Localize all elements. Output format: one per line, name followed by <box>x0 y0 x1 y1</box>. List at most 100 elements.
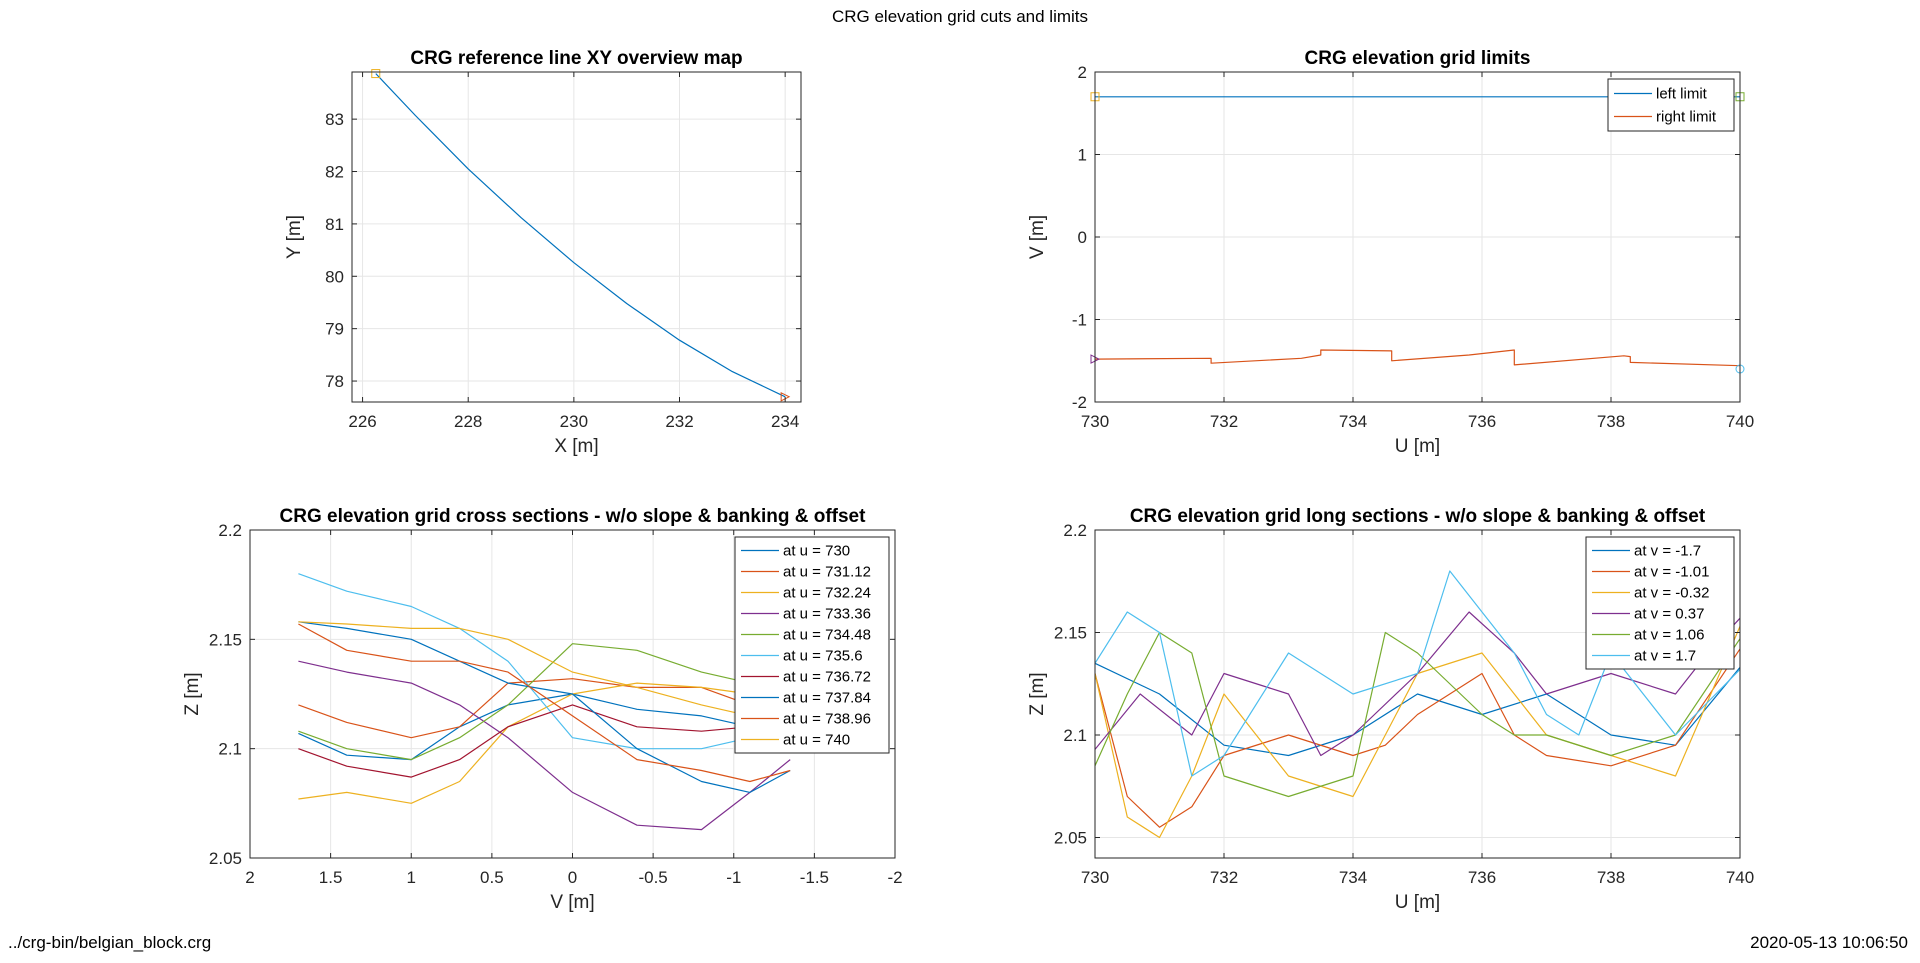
y-axis-label: Z [m] <box>182 672 203 715</box>
y-tick-label: 0 <box>1078 228 1087 247</box>
legend-entry: at u = 731.12 <box>783 564 871 581</box>
y-tick-label: 2.05 <box>1054 829 1087 848</box>
y-tick-label: 2.15 <box>209 630 242 649</box>
legend-entry: at v = 1.06 <box>1634 627 1704 644</box>
axes-box <box>351 71 802 403</box>
x-tick-label: 228 <box>454 412 482 431</box>
legend-entry: at v = 1.7 <box>1634 648 1696 665</box>
chart-title: CRG elevation grid long sections - w/o s… <box>1130 506 1706 527</box>
timestamp-label: 2020-05-13 10:06:50 <box>1750 933 1908 952</box>
legend-box <box>1585 536 1735 670</box>
legend-entry: at v = -0.32 <box>1634 585 1709 602</box>
y-tick-label: 2.2 <box>1063 521 1087 540</box>
y-tick-label: 83 <box>325 110 344 129</box>
y-axis-label: Y [m] <box>284 215 305 259</box>
x-tick-label: -0.5 <box>638 868 667 887</box>
y-tick-label: 2.15 <box>1054 624 1087 643</box>
x-tick-label: 1.5 <box>319 868 343 887</box>
plot-data <box>375 73 786 398</box>
series-line-6 <box>1095 570 1740 777</box>
x-tick-label: 234 <box>771 412 799 431</box>
legend: at u = 730 at u = 731.12 at u = 732.24 at u… <box>734 536 890 754</box>
y-tick-label: 79 <box>325 320 344 339</box>
series-line-5 <box>1095 631 1740 798</box>
x-axis-label: X [m] <box>554 436 598 457</box>
file-path-label: ../crg-bin/belgian_block.crg <box>8 933 212 952</box>
series-line-1 <box>375 73 786 398</box>
legend: at v = -1.7 at v = -1.01 at v = -0.32 at v … <box>1585 536 1735 670</box>
x-tick-label: -2 <box>887 868 902 887</box>
chart-title: CRG elevation grid limits <box>1305 48 1531 69</box>
x-tick-label: 730 <box>1081 412 1109 431</box>
x-tick-label: 732 <box>1210 868 1238 887</box>
y-tick-label: -1 <box>1072 311 1087 330</box>
x-axis-label: V [m] <box>550 892 594 913</box>
series-line-2 <box>1095 349 1740 367</box>
y-axis-label: Z [m] <box>1027 672 1048 715</box>
x-tick-label: 732 <box>1210 412 1238 431</box>
legend-entry: at u = 737.84 <box>783 690 871 707</box>
chart-3: 2 1.5 1 0.5 0 -0.5 -1 -1.5 -2 2.05 2.1 2.15 2.2 CRG e… <box>182 506 903 913</box>
legend-entry: at u = 735.6 <box>783 648 863 665</box>
x-axis-label: U [m] <box>1395 892 1440 913</box>
x-tick-label: 738 <box>1597 412 1625 431</box>
series-line-2 <box>1095 648 1740 828</box>
legend: left limit right limit <box>1607 78 1735 132</box>
x-tick-label: 734 <box>1339 868 1367 887</box>
series-line-1 <box>1095 662 1740 757</box>
x-tick-label: 730 <box>1081 868 1109 887</box>
y-axis-label: V [m] <box>1027 215 1048 259</box>
legend-entry: left limit <box>1656 86 1708 103</box>
x-tick-label: 2 <box>245 868 254 887</box>
legend-entry: at v = 0.37 <box>1634 606 1704 623</box>
chart-title: CRG reference line XY overview map <box>410 48 742 69</box>
plot-area <box>352 72 801 402</box>
legend-entry: at u = 734.48 <box>783 627 871 644</box>
series-line-3 <box>298 682 791 804</box>
x-tick-label: 740 <box>1726 412 1754 431</box>
axes-box <box>1094 529 1741 859</box>
x-tick-label: 232 <box>665 412 693 431</box>
y-tick-label: 2 <box>1078 63 1087 82</box>
x-tick-label: 734 <box>1339 412 1367 431</box>
x-tick-label: 226 <box>348 412 376 431</box>
endpoint-marker-1 <box>371 69 381 79</box>
plot-data <box>1095 570 1740 839</box>
legend-entry: at u = 740 <box>783 732 850 749</box>
series-line-4 <box>298 660 791 831</box>
legend-entry: at u = 732.24 <box>783 585 871 602</box>
series-line-7 <box>298 704 791 778</box>
x-tick-label: 0.5 <box>480 868 504 887</box>
y-tick-label: 2.2 <box>218 521 242 540</box>
legend-entry: at u = 733.36 <box>783 606 871 623</box>
x-tick-label: 0 <box>568 868 577 887</box>
legend-entry: right limit <box>1656 109 1717 126</box>
series-line-2 <box>298 678 791 739</box>
legend-entry: at u = 738.96 <box>783 711 871 728</box>
series-line-10 <box>298 621 791 717</box>
series-line-5 <box>298 643 791 761</box>
x-axis-label: U [m] <box>1395 436 1440 457</box>
y-tick-label: -2 <box>1072 393 1087 412</box>
legend-entry: at v = -1.01 <box>1634 564 1709 581</box>
x-tick-label: 740 <box>1726 868 1754 887</box>
series-line-6 <box>298 573 791 750</box>
chart-title: CRG elevation grid cross sections - w/o … <box>280 506 867 527</box>
y-tick-label: 81 <box>325 215 344 234</box>
legend-box <box>734 536 890 754</box>
y-tick-label: 78 <box>325 372 344 391</box>
legend-entry: at v = -1.7 <box>1634 543 1701 560</box>
y-tick-label: 80 <box>325 267 344 286</box>
legend-entry: at u = 736.72 <box>783 669 871 686</box>
legend-box <box>1607 78 1735 132</box>
y-tick-label: 2.1 <box>218 740 242 759</box>
x-tick-label: 736 <box>1468 412 1496 431</box>
y-tick-label: 2.1 <box>1063 726 1087 745</box>
chart-1: 226 228 230 232 234 78 79 80 81 82 83 CRG reference… <box>284 48 802 457</box>
x-tick-label: 230 <box>560 412 588 431</box>
x-tick-label: 1 <box>407 868 416 887</box>
figure-title: CRG elevation grid cuts and limits <box>831 7 1089 26</box>
x-tick-label: 738 <box>1597 868 1625 887</box>
x-tick-label: 736 <box>1468 868 1496 887</box>
